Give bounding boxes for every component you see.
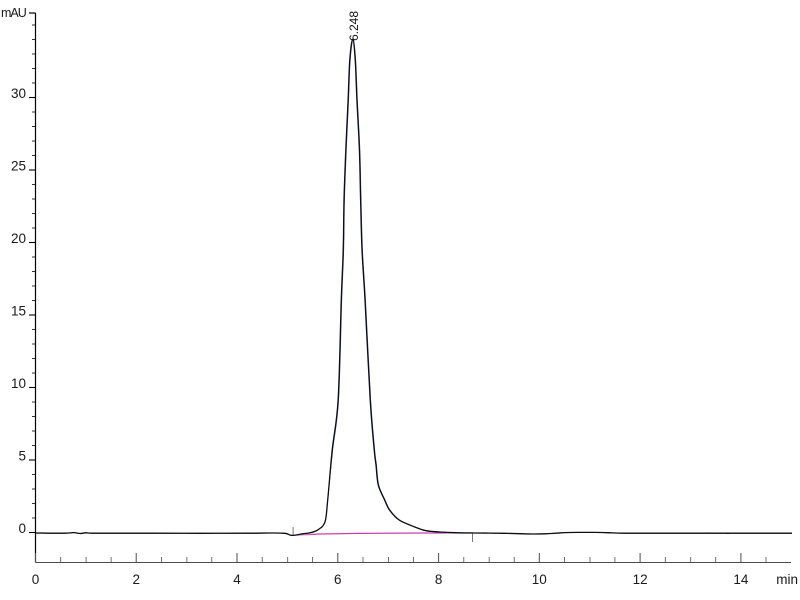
svg-text:10: 10 [532,572,547,587]
svg-text:12: 12 [633,572,648,587]
svg-text:mAU: mAU [1,6,27,20]
svg-text:30: 30 [11,86,26,101]
svg-text:2: 2 [132,572,140,587]
svg-text:15: 15 [11,304,26,319]
svg-text:10: 10 [11,376,26,391]
svg-text:8: 8 [435,572,443,587]
svg-text:5: 5 [18,449,26,464]
svg-text:0: 0 [32,572,40,587]
svg-text:6.248: 6.248 [347,11,361,41]
svg-text:20: 20 [11,231,26,246]
svg-text:min: min [776,572,798,587]
svg-text:6: 6 [334,572,342,587]
svg-text:0: 0 [18,521,26,536]
svg-text:14: 14 [733,572,749,587]
svg-text:4: 4 [233,572,241,587]
svg-text:25: 25 [11,159,26,174]
